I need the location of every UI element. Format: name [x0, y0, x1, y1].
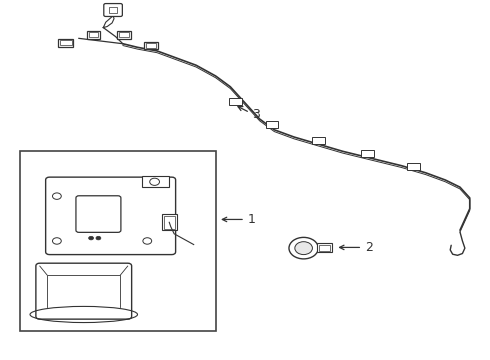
Bar [147, 43, 156, 48]
Bar [164, 216, 174, 229]
Bar [361, 150, 373, 157]
FancyBboxPatch shape [36, 263, 132, 319]
Bar [312, 137, 325, 144]
Circle shape [89, 236, 94, 240]
Circle shape [96, 236, 101, 240]
Bar [58, 39, 74, 46]
FancyBboxPatch shape [104, 4, 122, 17]
Text: 3: 3 [252, 108, 260, 121]
Bar [89, 32, 98, 37]
Bar [145, 41, 158, 49]
Bar [143, 176, 169, 187]
Bar [318, 243, 332, 252]
Bar [87, 31, 100, 39]
Bar [407, 163, 420, 170]
Bar [229, 98, 242, 105]
Bar [162, 214, 176, 230]
Bar [118, 31, 131, 39]
Bar [266, 121, 278, 128]
FancyBboxPatch shape [46, 177, 175, 255]
Bar [20, 151, 216, 330]
Bar [60, 40, 72, 45]
Bar [319, 245, 330, 251]
Circle shape [295, 242, 313, 255]
FancyBboxPatch shape [76, 196, 121, 232]
Text: 1: 1 [247, 213, 255, 226]
Circle shape [289, 237, 318, 259]
Bar [109, 7, 117, 13]
Text: 2: 2 [365, 241, 372, 254]
Bar [120, 32, 129, 37]
